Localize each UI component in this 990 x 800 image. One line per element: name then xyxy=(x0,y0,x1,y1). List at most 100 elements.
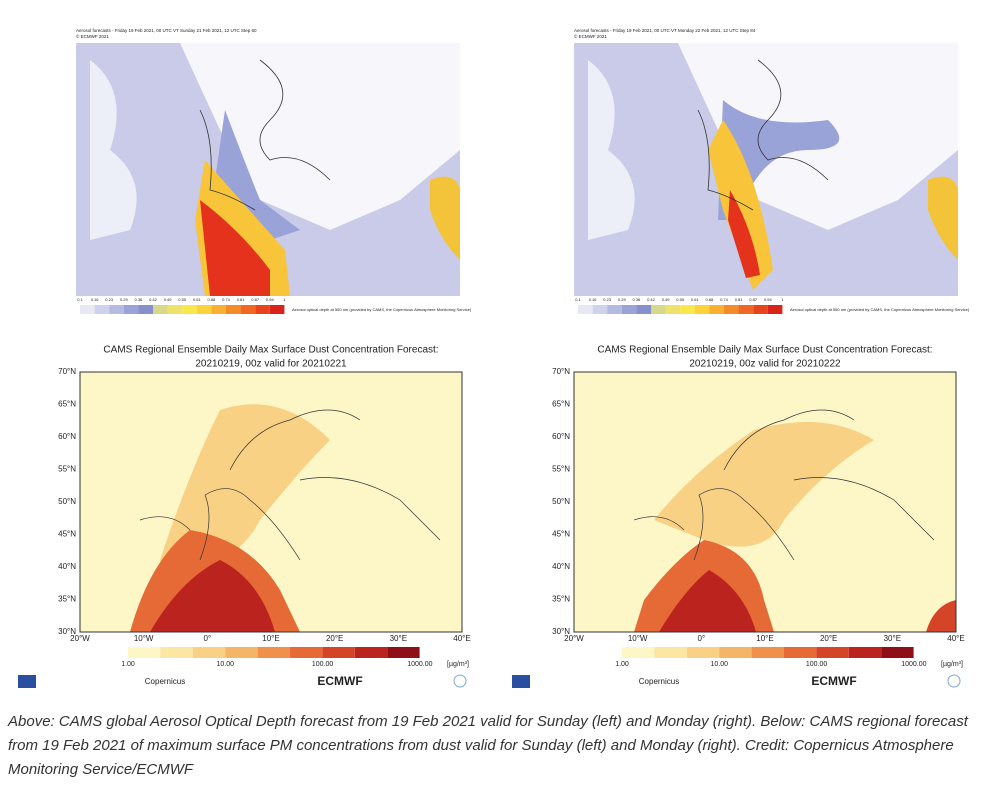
lon-label: 10°W xyxy=(134,634,154,643)
colorbar-segment xyxy=(622,647,655,658)
colorbar-tick-label: 0.74 xyxy=(720,297,729,302)
colorbar-tick-label: 0.81 xyxy=(735,297,744,302)
colorbar-tick-label: 0.68 xyxy=(208,297,217,302)
colorbar-segment xyxy=(680,305,695,314)
dust-east xyxy=(926,600,956,632)
colorbar-tick-label: 0.42 xyxy=(149,297,158,302)
lat-label: 70°N xyxy=(552,367,570,376)
copyright: © ECMWF 2021 xyxy=(76,33,109,39)
logo-text: ECMWF xyxy=(811,674,856,688)
lon-label: 40°E xyxy=(453,634,470,643)
lat-label: 65°N xyxy=(58,400,76,409)
lat-label: 50°N xyxy=(58,497,76,506)
lon-label: 20°W xyxy=(564,634,584,643)
panel-title: CAMS Regional Ensemble Daily Max Surface… xyxy=(597,345,932,356)
colorbar-tick-label: 0.23 xyxy=(603,297,612,302)
aod-panel: Aerosol forecasts - Friday 19 Feb 2021, … xyxy=(76,28,472,314)
colorbar-tick-label: 0.29 xyxy=(120,297,129,302)
coastlines xyxy=(697,59,829,211)
colorbar-tick-label: 0.87 xyxy=(749,297,758,302)
colorbar-segment xyxy=(290,647,323,658)
colorbar-segment xyxy=(651,305,666,314)
panel-header: Aerosol forecasts - Friday 19 Feb 2021, … xyxy=(76,28,257,33)
colorbar-unit: [µg/m³] xyxy=(941,661,963,668)
dust-east xyxy=(430,176,460,260)
lat-label: 65°N xyxy=(552,400,570,409)
clear-area xyxy=(180,43,460,230)
dust-core xyxy=(200,200,270,296)
panel-subtitle: 20210219, 00z valid for 20210221 xyxy=(195,359,347,370)
lon-label: 30°E xyxy=(884,634,901,643)
colorbar-tick-label: 10.00 xyxy=(711,661,729,668)
colorbar-segment xyxy=(138,305,153,314)
colorbar-segment xyxy=(719,647,752,658)
colorbar-segment xyxy=(784,647,817,658)
colorbar-tick-label: 0.61 xyxy=(691,297,700,302)
lon-label: 40°E xyxy=(947,634,964,643)
colorbar-tick-label: 0.16 xyxy=(91,297,100,302)
logo-icon xyxy=(453,674,467,688)
colorbar-segment xyxy=(153,305,168,314)
colorbar-note: Aerosol optical depth at 550 nm (provide… xyxy=(790,307,970,312)
colorbar-segment xyxy=(848,647,882,658)
lon-label: 20°E xyxy=(326,634,343,643)
colorbar-tick-label: 0.36 xyxy=(135,297,144,302)
colorbar-segment xyxy=(709,305,724,314)
colorbar-tick-label: 0.29 xyxy=(618,297,627,302)
colorbar-segment xyxy=(160,647,193,658)
colorbar-tick-label: 0.74 xyxy=(222,297,231,302)
colorbar-segment xyxy=(94,305,110,314)
colorbar-segment xyxy=(80,305,95,314)
colorbar-tick-label: 100.00 xyxy=(806,661,828,668)
colorbar-segment xyxy=(578,305,593,314)
colorbar-tick-label: 1000.00 xyxy=(407,661,432,668)
colorbar-tick-label: 0.49 xyxy=(662,297,671,302)
colorbar-unit: [µg/m³] xyxy=(447,661,469,668)
panel-subtitle: 20210219, 00z valid for 20210222 xyxy=(689,359,841,370)
coastlines xyxy=(633,409,935,561)
lat-label: 60°N xyxy=(58,432,76,441)
colorbar-tick-label: 0.16 xyxy=(589,297,598,302)
colorbar-segment xyxy=(738,305,754,314)
colorbar-segment xyxy=(322,647,355,658)
colorbar-segment xyxy=(240,305,256,314)
colorbar-segment xyxy=(123,305,139,314)
colorbar-segment xyxy=(192,647,226,658)
colorbar-segment xyxy=(354,647,388,658)
dust-plume xyxy=(708,120,773,290)
colorbar-tick-label: 10.00 xyxy=(217,661,235,668)
colorbar-segment xyxy=(607,305,622,314)
colorbar-tick-label: 0.68 xyxy=(706,297,715,302)
lon-label: 0° xyxy=(698,634,706,643)
colorbar-segment xyxy=(665,305,681,314)
colorbar-tick-label: 0.94 xyxy=(764,297,773,302)
lat-label: 40°N xyxy=(58,562,76,571)
dust-core xyxy=(150,560,275,632)
eu-flag xyxy=(18,675,36,688)
lat-label: 60°N xyxy=(552,432,570,441)
lat-label: 70°N xyxy=(58,367,76,376)
colorbar-tick-label: 0.87 xyxy=(251,297,260,302)
colorbar-tick-label: 0.49 xyxy=(164,297,173,302)
lon-label: 20°E xyxy=(820,634,837,643)
colorbar-segment xyxy=(636,305,651,314)
colorbar-segment xyxy=(694,305,710,314)
colorbar-tick-label: 0.36 xyxy=(633,297,642,302)
lat-label: 45°N xyxy=(58,530,76,539)
colorbar-tick-label: 1.00 xyxy=(615,661,629,668)
copyright: © ECMWF 2021 xyxy=(574,33,607,39)
colorbar-tick-label: 100.00 xyxy=(312,661,334,668)
colorbar-segment xyxy=(767,305,783,314)
lat-label: 55°N xyxy=(552,465,570,474)
colorbar-segment xyxy=(167,305,183,314)
logo-text: ECMWF xyxy=(317,674,362,688)
panel-title: CAMS Regional Ensemble Daily Max Surface… xyxy=(103,345,438,356)
colorbar-segment xyxy=(225,647,258,658)
lon-label: 20°W xyxy=(70,634,90,643)
colorbar-segment xyxy=(881,647,914,658)
panel-header: Aerosol forecasts - Friday 19 Feb 2021, … xyxy=(574,28,756,33)
colorbar-tick-label: 0.61 xyxy=(193,297,202,302)
colorbar-segment xyxy=(226,305,241,314)
colorbar-tick-label: 0.55 xyxy=(178,297,187,302)
colorbar-segment xyxy=(724,305,739,314)
